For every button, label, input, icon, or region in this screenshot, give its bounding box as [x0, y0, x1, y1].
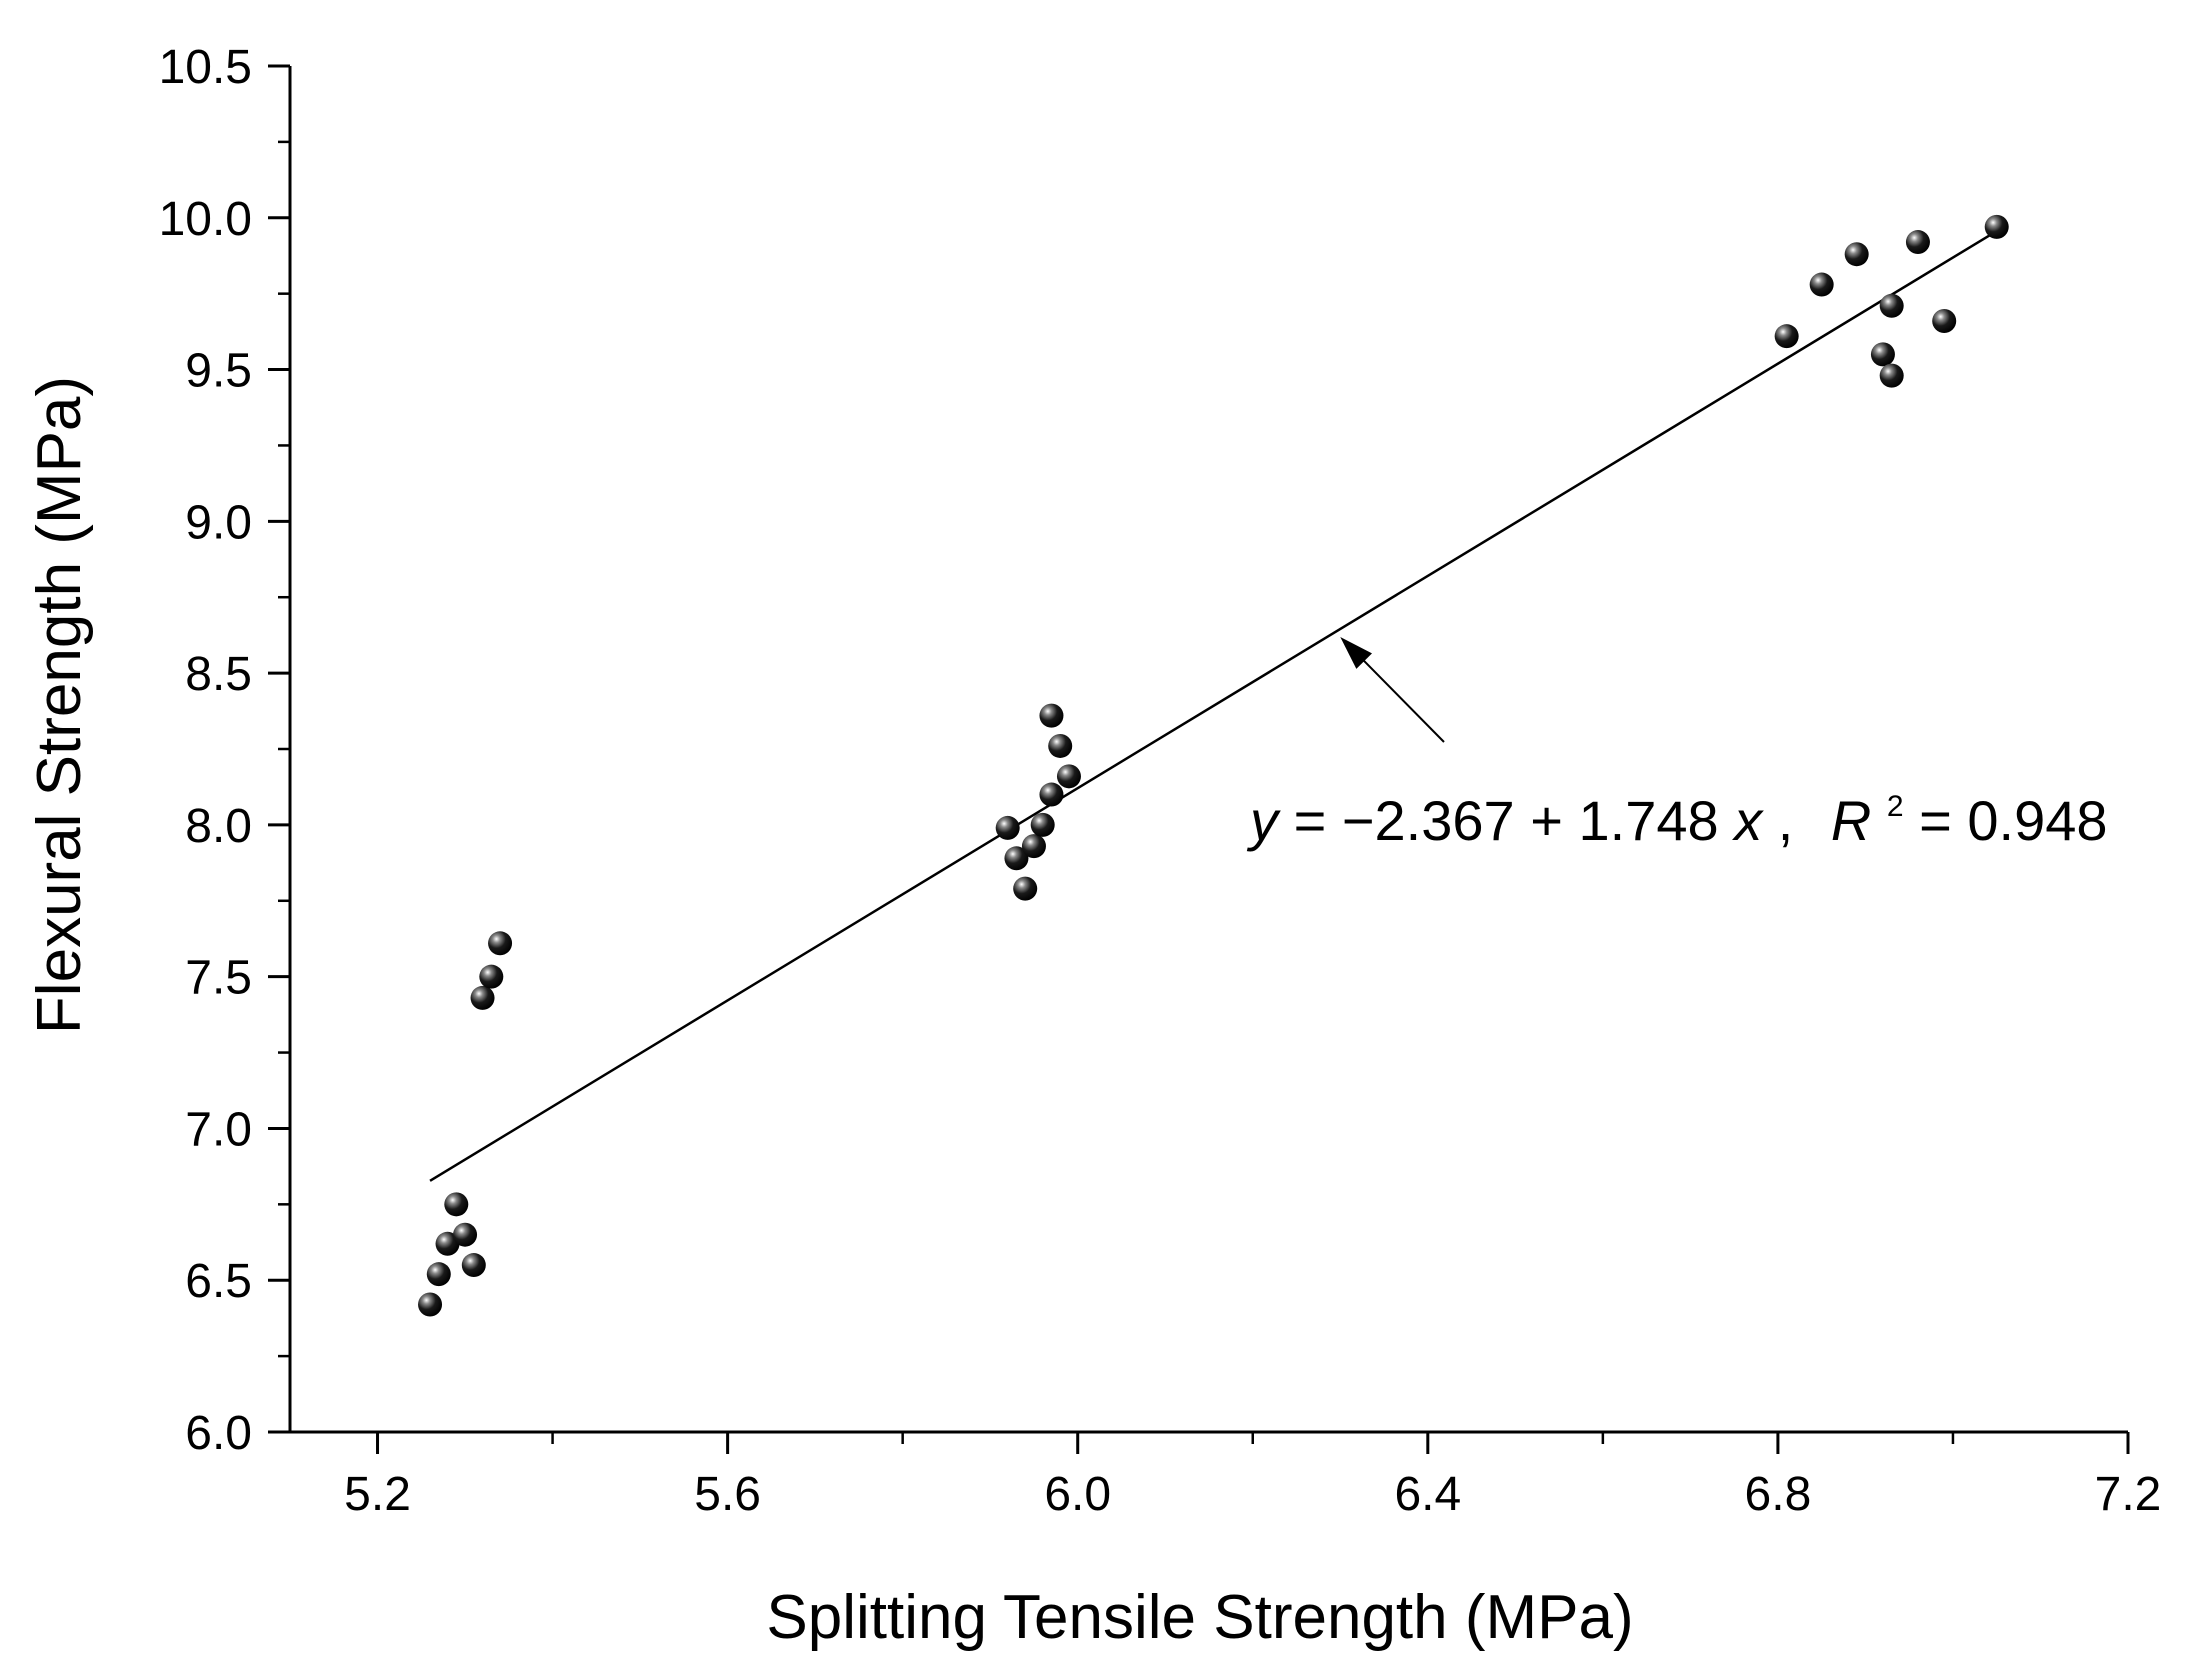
- data-point: [1870, 342, 1895, 367]
- data-point: [1004, 846, 1029, 871]
- y-tick-label: 10.0: [159, 193, 252, 246]
- data-point: [1844, 242, 1869, 267]
- x-tick-label: 5.6: [694, 1468, 761, 1521]
- annotation-arrow-shaft: [1349, 646, 1445, 743]
- x-tick-label: 6.4: [1394, 1468, 1461, 1521]
- data-point: [488, 931, 513, 956]
- data-point: [444, 1192, 469, 1217]
- x-tick-label: 6.0: [1044, 1468, 1111, 1521]
- x-tick-label: 7.2: [2095, 1468, 2162, 1521]
- data-point: [1039, 703, 1064, 728]
- data-point: [426, 1262, 451, 1287]
- eq-y-var: y: [1246, 789, 1281, 852]
- data-point: [1039, 782, 1064, 807]
- eq-r-sup: 2: [1887, 790, 1904, 823]
- y-tick-label: 6.0: [185, 1407, 252, 1460]
- y-tick-label: 10.5: [159, 41, 252, 94]
- data-point: [1030, 812, 1055, 837]
- eq-r-val: = 0.948: [1919, 789, 2107, 852]
- x-tick-label: 5.2: [344, 1468, 411, 1521]
- data-point: [1774, 324, 1799, 349]
- data-point: [1984, 214, 2009, 239]
- data-point: [1048, 733, 1073, 758]
- data-point: [1021, 834, 1046, 859]
- y-tick-label: 9.5: [185, 345, 252, 398]
- data-points: [418, 214, 2009, 1317]
- data-point: [1879, 363, 1904, 388]
- eq-r-var: R: [1831, 789, 1871, 852]
- annotation-group: [1340, 636, 1445, 743]
- data-point: [479, 964, 504, 989]
- y-tick-label: 7.5: [185, 952, 252, 1005]
- data-point: [1932, 308, 1957, 333]
- data-point: [461, 1253, 486, 1278]
- y-tick-label: 6.5: [185, 1255, 252, 1308]
- data-point: [1879, 293, 1904, 318]
- y-axis-title: Flexural Strength (MPa): [25, 376, 94, 1034]
- y-tick-label: 7.0: [185, 1103, 252, 1156]
- y-tick-label: 8.5: [185, 648, 252, 701]
- fit-line: [429, 229, 1998, 1182]
- data-point: [1056, 764, 1081, 789]
- data-point: [1809, 272, 1834, 297]
- y-tick-label: 9.0: [185, 496, 252, 549]
- axes: [288, 66, 2128, 1434]
- data-point: [470, 985, 495, 1010]
- ticks: 5.2 5.6 6.0 6.4 6.8 7.2 6.0 6.5 7.0 7.5 8.0 8.5 9.0 9…: [159, 41, 2162, 1521]
- data-point: [418, 1292, 443, 1317]
- data-point: [453, 1222, 478, 1247]
- eq-body: = −2.367 + 1.748: [1294, 789, 1719, 852]
- annotation-arrow-head: [1340, 636, 1373, 669]
- y-tick-label: 8.0: [185, 800, 252, 853]
- x-tick-label: 6.8: [1745, 1468, 1812, 1521]
- data-point: [1013, 876, 1038, 901]
- data-point: [1905, 230, 1930, 255]
- regression-equation: y = −2.367 + 1.748 x , R 2 = 0.948: [1246, 765, 2108, 852]
- x-axis-title: Splitting Tensile Strength (MPa): [766, 1583, 1633, 1652]
- eq-comma: ,: [1778, 789, 1794, 852]
- data-point: [995, 815, 1020, 840]
- fit-line-group: [429, 229, 1998, 1182]
- eq-x-var: x: [1731, 789, 1764, 852]
